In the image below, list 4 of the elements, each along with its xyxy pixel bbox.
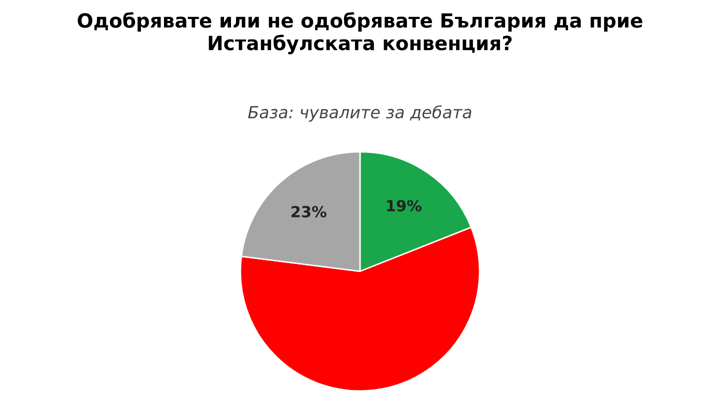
data-label: 23% <box>292 206 326 218</box>
data-label: 19% <box>387 200 422 212</box>
chart-subtitle: База: чувалите за дебата <box>248 105 472 122</box>
chart-title: Одобрявате или не одобрявате България да прие Истанбулската конвенция? <box>78 12 642 54</box>
